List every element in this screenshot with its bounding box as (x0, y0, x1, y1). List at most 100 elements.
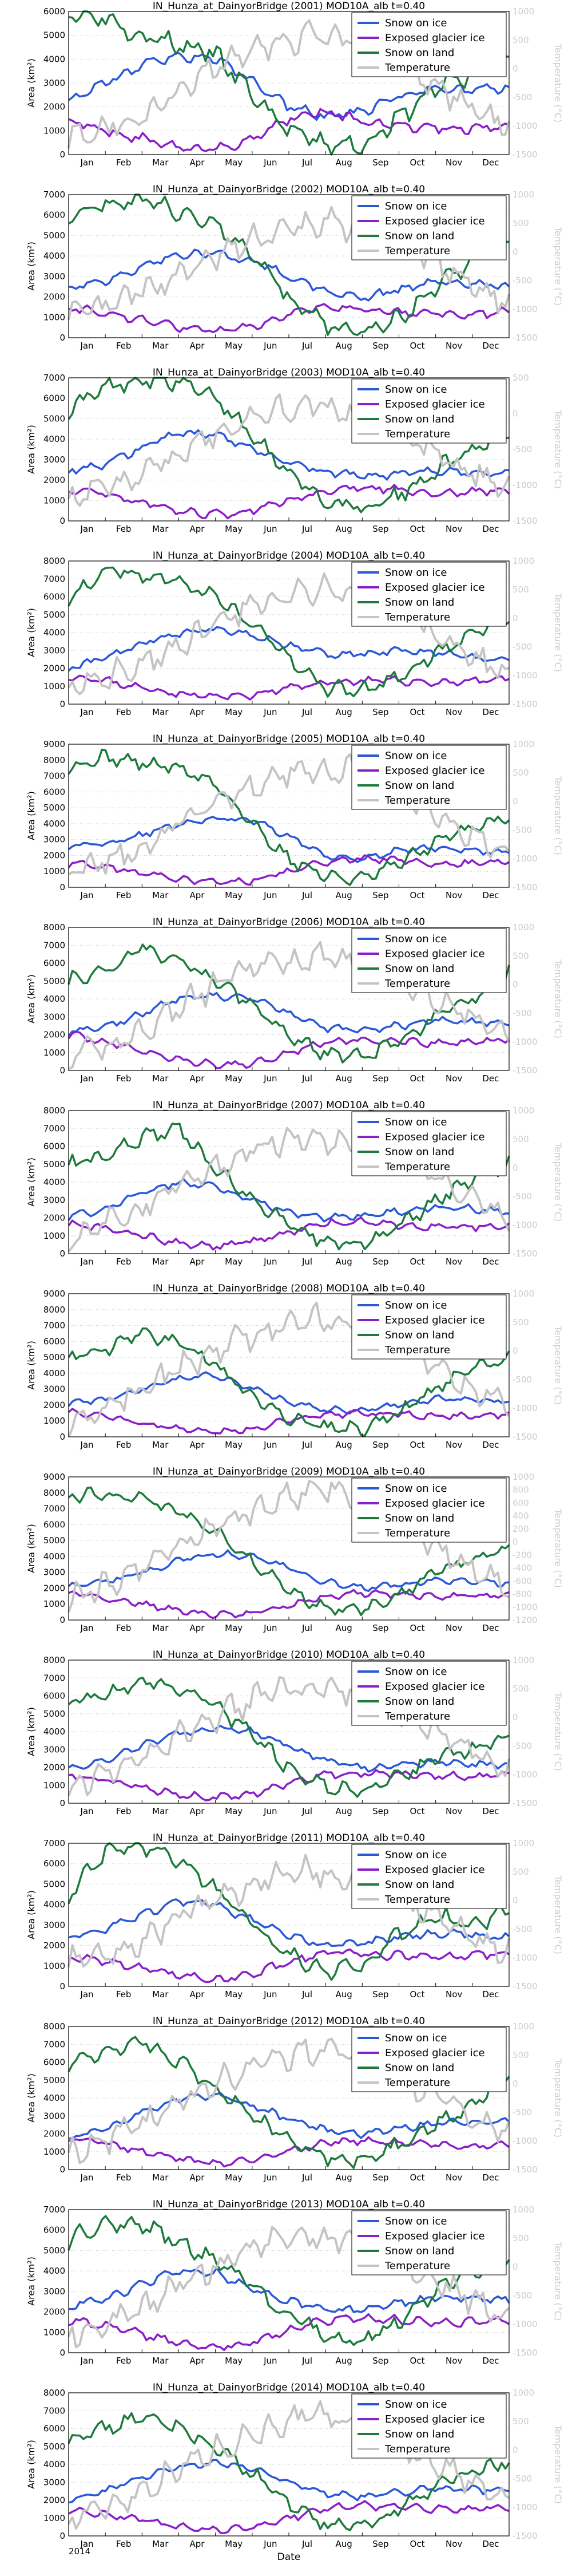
x-tick-label: Feb (116, 1257, 132, 1267)
x-tick-label: Mar (152, 1257, 169, 1267)
x-tick-label: May (225, 341, 243, 351)
x-tick-label: Nov (446, 2172, 462, 2183)
y-tick-label: 0 (59, 2348, 65, 2358)
y-tick-label: 8000 (43, 1655, 65, 1665)
chart-panel: IN_Hunza_at_DainyorBridge (2003) MOD10A_… (26, 367, 563, 534)
panel-title: IN_Hunza_at_DainyorBridge (2013) MOD10A_… (153, 2199, 425, 2210)
x-tick-label: Apr (190, 2539, 205, 2549)
x-tick-label: Oct (410, 1073, 425, 1084)
y2-tick-label: -1000 (513, 480, 538, 491)
x-tick-label: Jan (80, 341, 93, 351)
x-tick-label: Aug (336, 890, 352, 900)
y2-tick-label: 1000 (513, 1655, 534, 1665)
y-axis-label: Area (km²) (26, 2073, 37, 2123)
x-tick-label: Jan (80, 2172, 93, 2183)
y-tick-label: 4000 (43, 627, 65, 638)
legend-label: Exposed glacier ice (385, 398, 485, 410)
y-tick-label: 6000 (43, 2424, 65, 2434)
y2-tick-label: 0 (513, 1712, 518, 1722)
x-tick-label: Jul (301, 890, 312, 900)
legend-label: Temperature (384, 1161, 450, 1173)
y-tick-label: 3000 (43, 2477, 65, 2487)
y2-tick-label: 0 (513, 1163, 518, 1173)
y2-tick-label: -800 (513, 1589, 532, 1599)
x-tick-label: May (225, 1257, 243, 1267)
x-tick-label: Mar (152, 2356, 169, 2366)
x-tick-label: Apr (190, 1623, 205, 1633)
x-tick-label: Apr (190, 1257, 205, 1267)
panel-title: IN_Hunza_at_DainyorBridge (2008) MOD10A_… (153, 1283, 425, 1294)
y2-tick-label: -1500 (513, 516, 538, 526)
y-tick-label: 1000 (43, 1416, 65, 1426)
panel-title: IN_Hunza_at_DainyorBridge (2012) MOD10A_… (153, 2016, 425, 2027)
y-tick-label: 4000 (43, 2093, 65, 2103)
y2-axis-label: Temperature (°C) (553, 2058, 563, 2138)
series-line (67, 1216, 510, 1251)
x-tick-label: Jun (263, 524, 277, 534)
x-tick-label: Apr (190, 157, 205, 168)
legend-label: Snow on ice (385, 2215, 447, 2227)
x-tick-label: Nov (446, 2356, 462, 2366)
x-tick-label: Jan (80, 890, 93, 900)
legend-label: Snow on ice (385, 1666, 447, 1678)
y2-tick-label: -1500 (513, 882, 538, 892)
legend-label: Snow on land (385, 1512, 454, 1524)
legend-label: Exposed glacier ice (385, 582, 485, 594)
y2-tick-label: 500 (513, 768, 529, 778)
x-tick-label: Jul (301, 2172, 312, 2183)
x-axis-label: Date (277, 2551, 301, 2563)
legend-label: Snow on ice (385, 2399, 447, 2411)
y-tick-label: 6000 (43, 1519, 65, 1530)
y-tick-label: 6000 (43, 1691, 65, 1701)
x-tick-label: Feb (116, 1440, 132, 1450)
y2-tick-label: 0 (513, 979, 518, 990)
x-tick-label: Jul (301, 1257, 312, 1267)
x-tick-label: Sep (372, 1623, 388, 1633)
y2-tick-label: 1000 (513, 739, 534, 749)
y2-tick-label: 1000 (513, 1289, 534, 1299)
y2-tick-label: 400 (513, 1511, 529, 1521)
y-tick-label: 0 (59, 882, 65, 892)
x-tick-label: Apr (190, 2172, 205, 2183)
y2-tick-label: -500 (513, 2474, 532, 2484)
chart-panel: IN_Hunza_at_DainyorBridge (2007) MOD10A_… (26, 1100, 563, 1267)
x-tick-label: Sep (372, 1806, 388, 1816)
x-tick-label: Aug (336, 707, 352, 717)
x-tick-label: Nov (446, 1073, 462, 1084)
chart-panel: IN_Hunza_at_DainyorBridge (2008) MOD10A_… (26, 1283, 563, 1450)
y2-tick-label: -500 (513, 444, 532, 455)
y-tick-label: 5000 (43, 2075, 65, 2085)
series-line (67, 1408, 510, 1435)
series-line (67, 2036, 510, 2170)
y-tick-label: 5000 (43, 2441, 65, 2452)
chart-panel: IN_Hunza_at_DainyorBridge (2006) MOD10A_… (26, 916, 563, 1084)
panel-title: IN_Hunza_at_DainyorBridge (2010) MOD10A_… (153, 1649, 425, 1661)
y-axis-label: Area (km²) (26, 2257, 37, 2306)
x-tick-label: Sep (372, 1440, 388, 1450)
x-tick-label: Mar (152, 1806, 169, 1816)
x-tick-label: Aug (336, 1623, 352, 1633)
y-tick-label: 4000 (43, 54, 65, 64)
x-tick-label: Dec (482, 1989, 499, 2000)
y-tick-label: 2000 (43, 1213, 65, 1223)
x-tick-label: Feb (116, 1806, 132, 1816)
y-tick-label: 6000 (43, 2057, 65, 2068)
y-tick-label: 5000 (43, 2245, 65, 2255)
y-tick-label: 0 (59, 516, 65, 526)
y2-tick-label: 500 (513, 1134, 529, 1144)
legend-label: Temperature (384, 1710, 450, 1722)
y-tick-label: 5000 (43, 1709, 65, 1719)
series-line (68, 484, 510, 520)
y-tick-label: 2000 (43, 2129, 65, 2139)
x-tick-label: Oct (410, 157, 425, 168)
chart-panel: IN_Hunza_at_DainyorBridge (2010) MOD10A_… (26, 1649, 563, 1816)
y-tick-label: 3000 (43, 835, 65, 845)
x-tick-label: Sep (372, 2539, 388, 2549)
y2-tick-label: -500 (513, 2107, 532, 2117)
x-tick-label: Feb (116, 1623, 132, 1633)
y2-tick-label: -1500 (513, 2164, 538, 2175)
x-tick-label: Mar (152, 524, 169, 534)
series-line (67, 566, 510, 698)
panel-title: IN_Hunza_at_DainyorBridge (2001) MOD10A_… (153, 1, 425, 12)
y2-tick-label: -1500 (513, 1065, 538, 1076)
